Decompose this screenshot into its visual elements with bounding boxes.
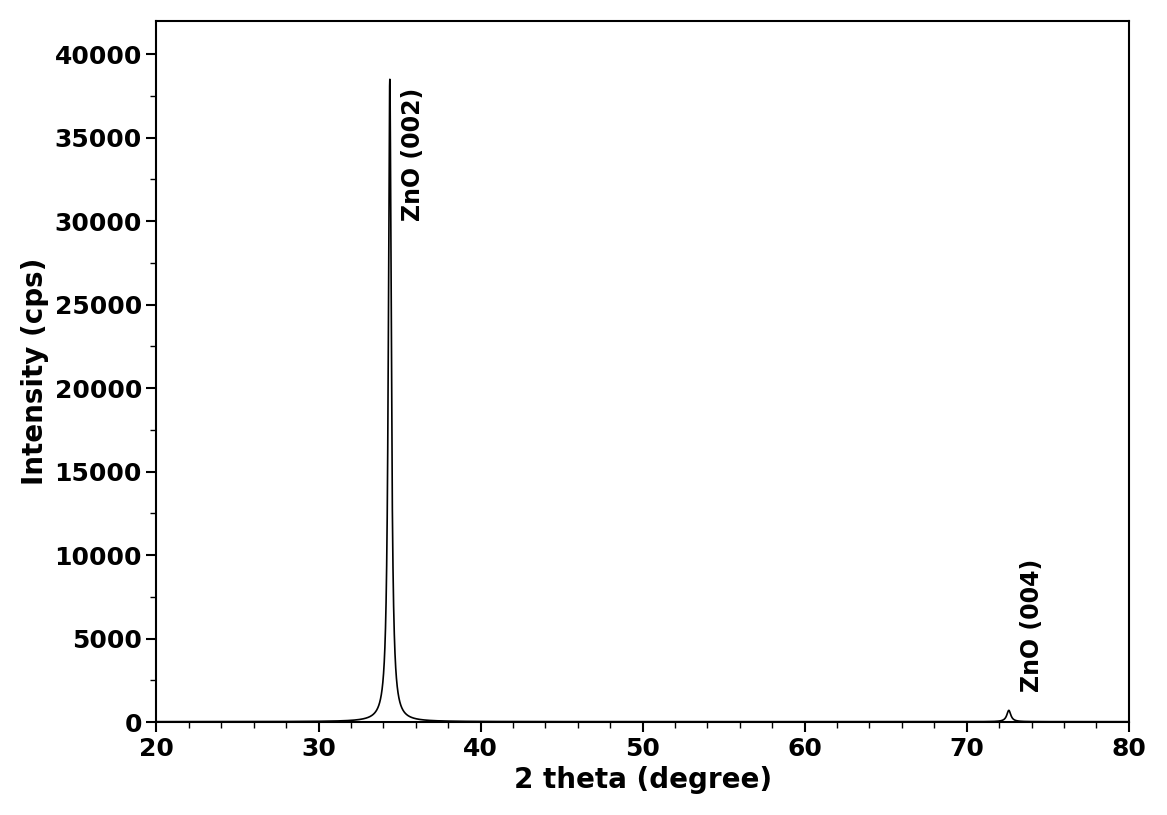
Text: ZnO (004): ZnO (004) [1020, 558, 1044, 692]
X-axis label: 2 theta (degree): 2 theta (degree) [513, 766, 771, 794]
Y-axis label: Intensity (cps): Intensity (cps) [21, 258, 49, 485]
Text: ZnO (002): ZnO (002) [401, 88, 425, 221]
